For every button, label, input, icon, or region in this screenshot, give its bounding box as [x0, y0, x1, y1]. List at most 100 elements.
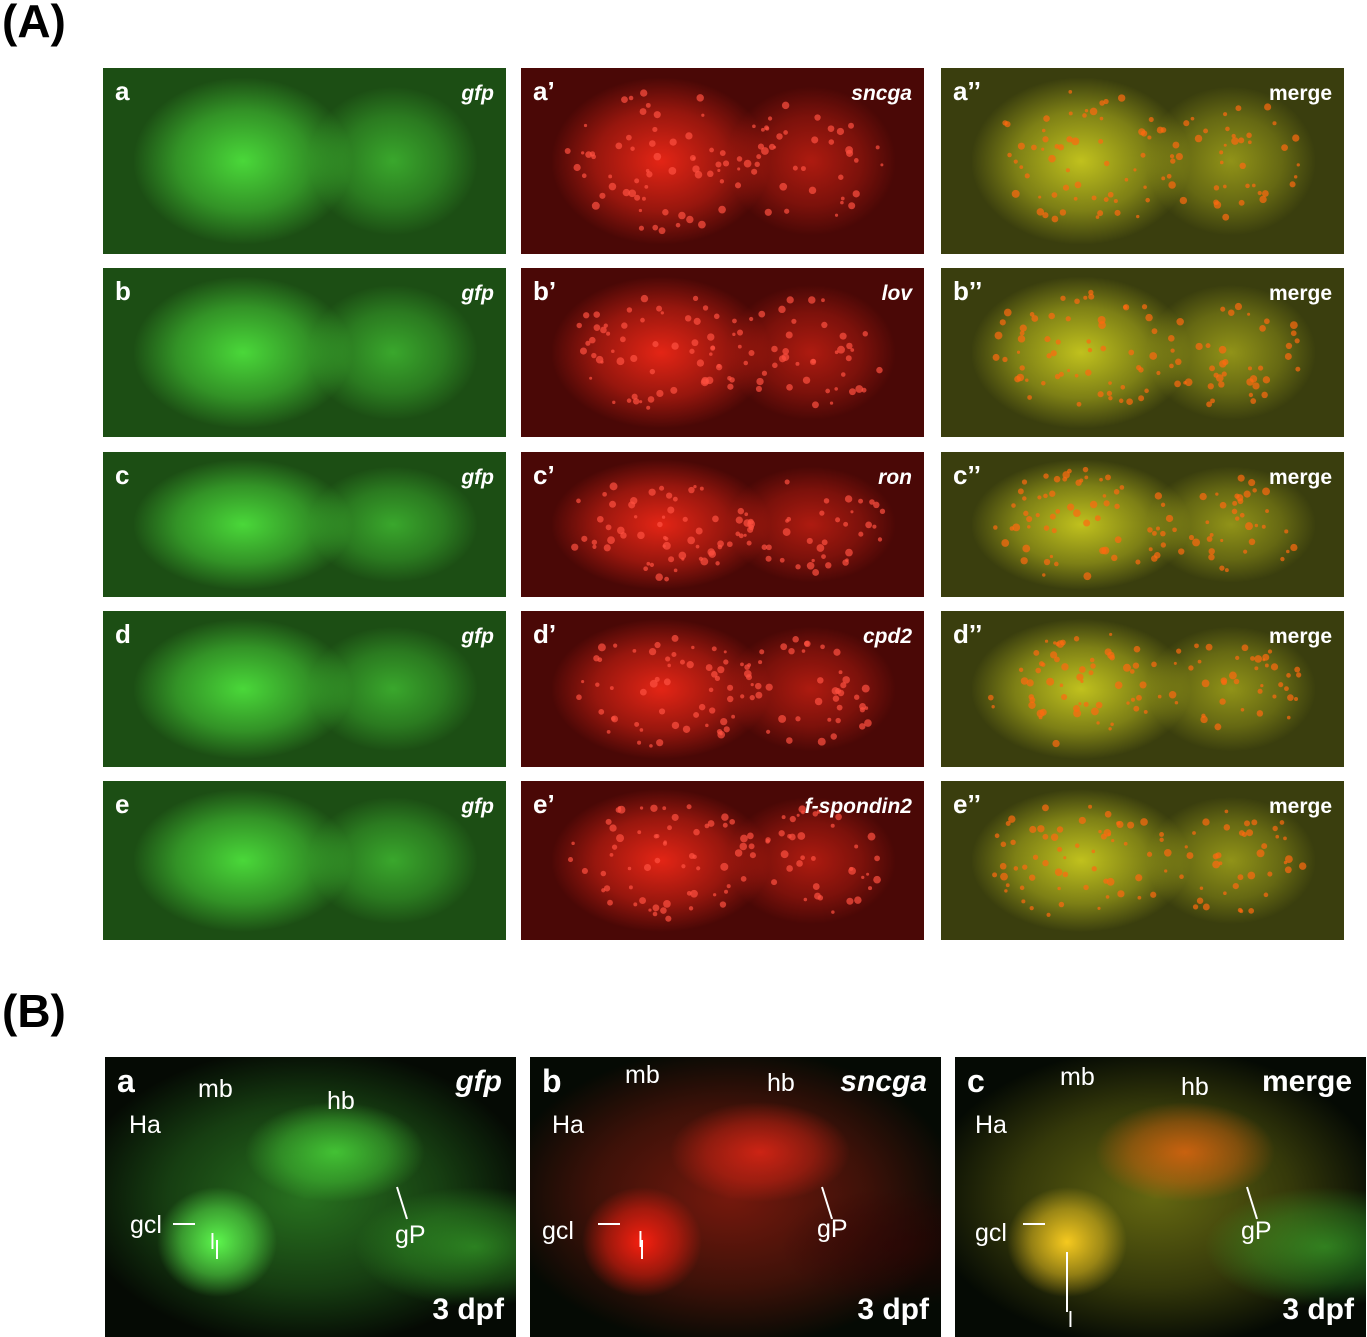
speckle — [1127, 822, 1134, 829]
speckle — [1246, 133, 1252, 139]
speckle — [1285, 353, 1292, 360]
speckle — [601, 871, 607, 877]
section-label: (A) — [2, 0, 66, 48]
speckle — [639, 400, 642, 403]
speckle — [685, 315, 691, 321]
speckle — [831, 733, 837, 739]
speckle — [1019, 668, 1023, 672]
speckle — [1245, 184, 1250, 189]
speckle — [612, 845, 617, 850]
speckle — [1042, 860, 1048, 866]
speckle — [750, 852, 756, 858]
speckle — [712, 516, 719, 523]
speckle — [652, 904, 659, 911]
annotation: Ha — [552, 1111, 584, 1140]
speckle — [782, 815, 786, 819]
speckle — [650, 805, 657, 812]
speckle — [649, 489, 656, 496]
speckle — [1149, 547, 1153, 551]
speckle — [617, 357, 625, 365]
speckle — [1133, 662, 1139, 668]
speckle — [727, 376, 732, 381]
speckle — [737, 156, 742, 161]
image-panel: c gfp — [103, 452, 506, 597]
speckle — [1020, 886, 1025, 891]
speckle — [1010, 526, 1014, 530]
speckle — [1090, 108, 1098, 116]
annotation: gcl — [975, 1219, 1007, 1248]
image-panel: d’ cpd2 — [521, 611, 924, 767]
speckle — [1213, 199, 1219, 205]
speckle — [1097, 907, 1100, 910]
speckle — [1027, 525, 1030, 528]
speckle — [1018, 335, 1025, 342]
speckle — [1042, 212, 1048, 218]
speckle — [1220, 502, 1227, 509]
speckle — [1219, 150, 1223, 154]
signal — [308, 627, 478, 752]
speckle — [1205, 520, 1209, 524]
speckle — [1262, 658, 1265, 661]
speckle — [1271, 663, 1278, 670]
panel-marker: gfp — [461, 282, 494, 306]
speckle — [1039, 715, 1043, 719]
speckle — [1060, 209, 1066, 215]
speckle — [1124, 842, 1128, 846]
speckle — [1000, 319, 1006, 325]
speckle — [1074, 298, 1080, 304]
speckle — [1104, 161, 1109, 166]
speckle — [1067, 369, 1070, 372]
speckle — [1261, 843, 1267, 849]
speckle — [835, 688, 841, 694]
speckle — [1152, 531, 1157, 536]
speckle — [597, 657, 602, 662]
speckle — [1223, 185, 1227, 189]
speckle — [1108, 727, 1111, 730]
speckle — [597, 516, 604, 523]
speckle — [678, 212, 686, 220]
speckle — [839, 670, 843, 674]
speckle — [865, 706, 869, 710]
speckle — [1138, 896, 1142, 900]
speckle — [738, 508, 744, 514]
annotation: hb — [767, 1069, 795, 1098]
speckle — [1238, 908, 1243, 913]
speckle — [1267, 872, 1272, 877]
speckle — [692, 165, 699, 172]
speckle — [809, 187, 816, 194]
speckle — [664, 577, 669, 582]
speckle — [1287, 716, 1291, 720]
speckle — [732, 333, 735, 336]
speckle — [1085, 109, 1088, 112]
speckle — [1103, 494, 1107, 498]
panel-marker: gfp — [461, 795, 494, 819]
speckle — [872, 525, 876, 529]
speckle — [1185, 378, 1193, 386]
speckle — [1214, 723, 1221, 730]
speckle — [1026, 516, 1032, 522]
speckle — [1115, 681, 1123, 689]
speckle — [721, 813, 729, 821]
speckle — [834, 387, 838, 391]
speckle — [1241, 708, 1245, 712]
speckle — [800, 855, 805, 860]
speckle — [1069, 111, 1073, 115]
speckle — [1100, 346, 1106, 352]
speckle — [1029, 694, 1034, 699]
speckle — [1297, 163, 1300, 166]
speckle — [1193, 904, 1198, 909]
speckle — [652, 341, 658, 347]
speckle — [1101, 834, 1107, 840]
speckle — [824, 498, 830, 504]
speckle — [740, 694, 744, 698]
speckle — [1280, 820, 1285, 825]
speckle — [581, 680, 584, 683]
speckle — [594, 324, 601, 331]
speckle — [813, 883, 820, 890]
stage-label: 3 dpf — [432, 1293, 504, 1327]
speckle — [1046, 678, 1054, 686]
panel-letter: b’ — [533, 276, 556, 307]
speckle — [1018, 143, 1025, 150]
speckle — [758, 144, 764, 150]
speckle — [1025, 173, 1030, 178]
